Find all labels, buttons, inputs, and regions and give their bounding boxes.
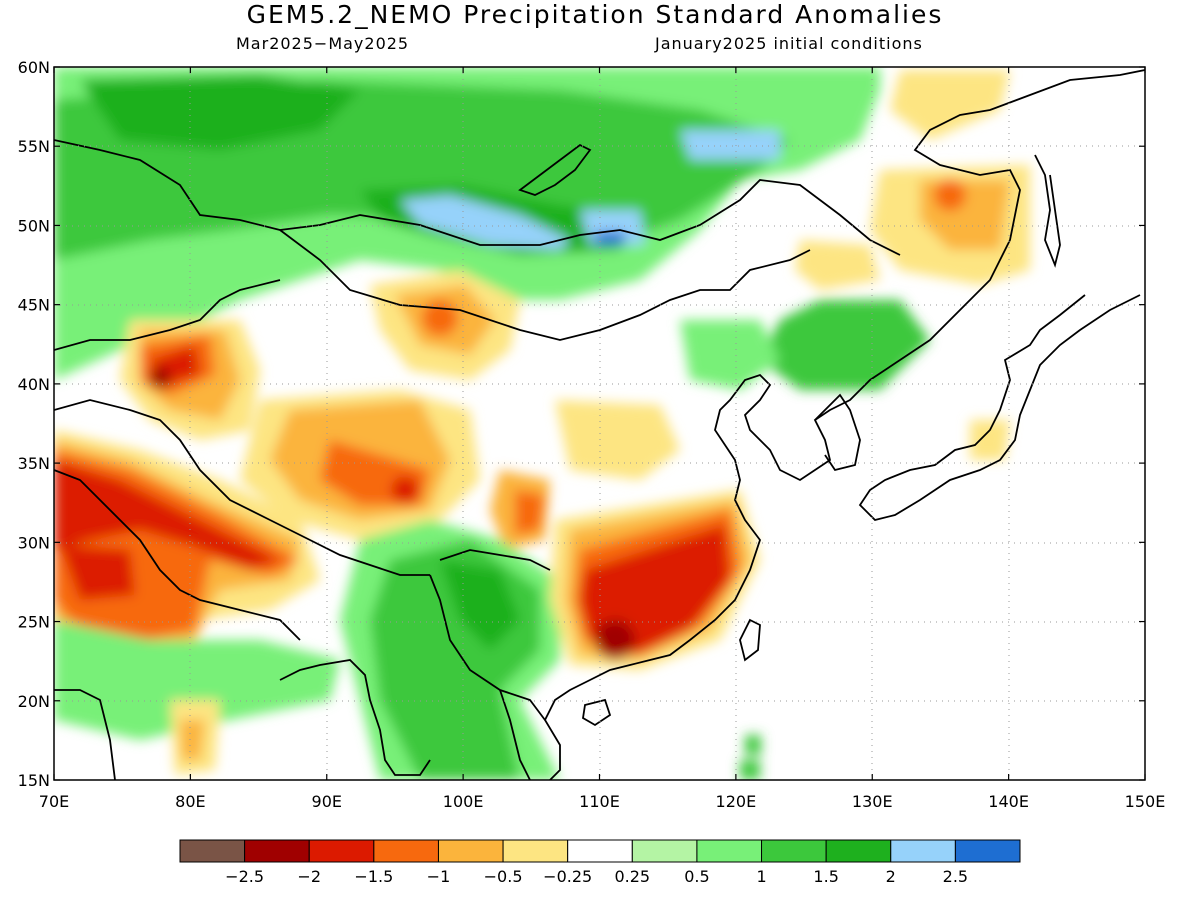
lon-label: 110E	[579, 792, 620, 811]
forecast-period: Mar2025−May2025	[236, 34, 410, 53]
lat-label: 20N	[18, 692, 50, 711]
lat-label: 60N	[18, 58, 50, 77]
lat-label: 25N	[18, 613, 50, 632]
longitude-labels: 70E 80E 90E 100E 110E 120E 130E 140E 150E	[39, 792, 1166, 811]
lat-label: 35N	[18, 454, 50, 473]
colorbar-label: 2.5	[943, 867, 968, 886]
colorbar-label: 1	[756, 867, 766, 886]
colorbar-swatch	[244, 839, 310, 863]
lon-label: 70E	[39, 792, 69, 811]
initial-conditions: January2025 initial conditions	[655, 34, 923, 53]
colorbar-label: −1	[427, 867, 451, 886]
lat-label: 30N	[18, 533, 50, 552]
lat-label: 50N	[18, 216, 50, 235]
colorbar-swatch	[825, 839, 892, 863]
colorbar-swatch	[308, 839, 375, 863]
lon-label: 90E	[312, 792, 342, 811]
colorbar	[179, 839, 1021, 863]
lon-label: 80E	[175, 792, 205, 811]
colorbar-label: −0.25	[543, 867, 592, 886]
colorbar-label: −2	[297, 867, 321, 886]
colorbar-swatch	[954, 839, 1021, 863]
lat-label: 15N	[18, 771, 50, 790]
gridlines	[54, 67, 1145, 780]
axis-ticks	[53, 66, 1146, 781]
colorbar-swatch	[179, 839, 246, 863]
latitude-labels: 60N 55N 50N 45N 40N 35N 30N 25N 20N 15N	[18, 58, 50, 790]
lat-label: 45N	[18, 296, 50, 315]
colorbar-swatch	[631, 839, 698, 863]
lat-label: 55N	[18, 137, 50, 156]
lat-label: 40N	[18, 375, 50, 394]
colorbar-swatch	[373, 839, 439, 863]
lon-label: 150E	[1125, 792, 1166, 811]
colorbar-label: −1.5	[354, 867, 393, 886]
colorbar-label: 0.5	[684, 867, 709, 886]
coastlines-borders	[54, 69, 1145, 780]
colorbar-label: −0.5	[484, 867, 523, 886]
colorbar-label: −2.5	[225, 867, 264, 886]
colorbar-swatch	[437, 839, 504, 863]
lon-label: 120E	[716, 792, 757, 811]
colorbar-swatch	[890, 839, 956, 863]
colorbar-labels: −2.5 −2 −1.5 −1 −0.5 −0.25 0.25 0.5 1 1.5 2 2.5	[225, 867, 968, 886]
colorbar-label: 2	[886, 867, 896, 886]
colorbar-label: 0.25	[614, 867, 650, 886]
lon-label: 100E	[443, 792, 484, 811]
colorbar-swatch	[502, 839, 569, 863]
lon-label: 130E	[852, 792, 893, 811]
lon-label: 140E	[988, 792, 1029, 811]
colorbar-swatch	[696, 839, 763, 863]
colorbar-swatch	[761, 839, 827, 863]
colorbar-label: 1.5	[813, 867, 838, 886]
map-title: GEM5.2_NEMO Precipitation Standard Anoma…	[246, 0, 944, 29]
colorbar-swatch	[567, 839, 633, 863]
